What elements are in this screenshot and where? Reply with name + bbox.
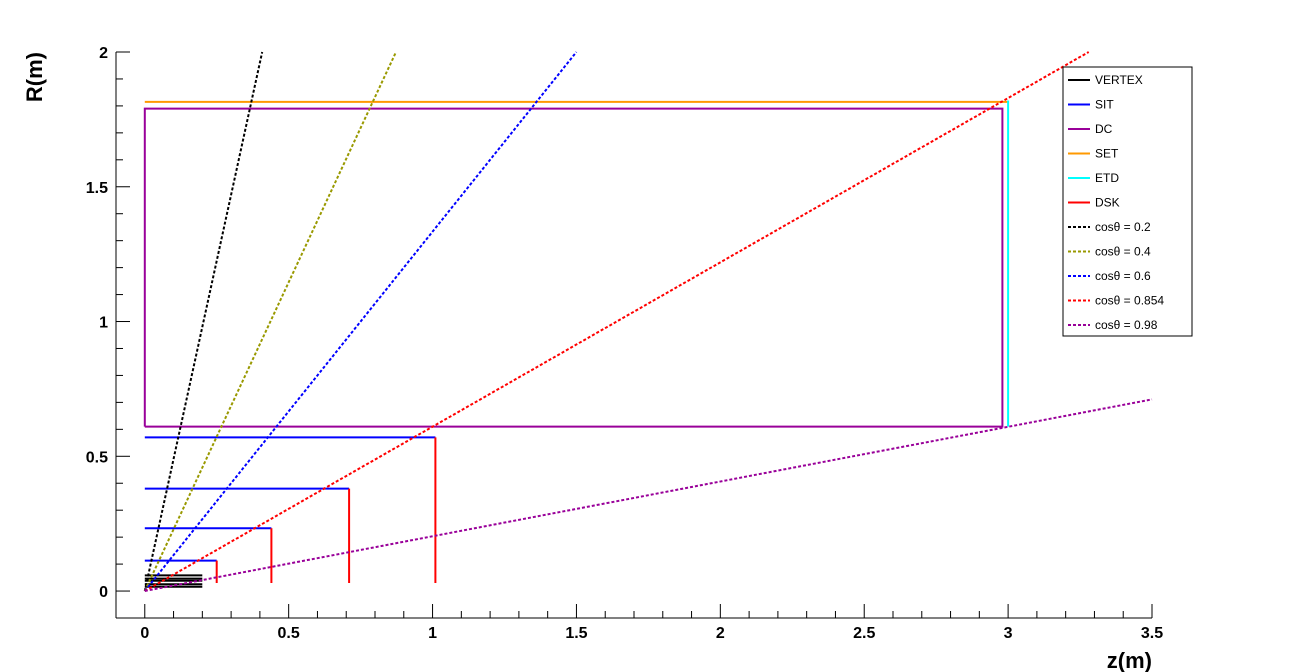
x-tick-label: 3 [1004, 625, 1013, 642]
legend-entry-etd: ETD [1068, 171, 1119, 185]
y-tick-label: 2 [99, 45, 108, 62]
x-tick-label: 2.5 [853, 625, 875, 642]
series-costheta-0-98 [144, 398, 1153, 592]
legend-entry-costheta-0-6: cosθ = 0.6 [1068, 269, 1151, 283]
legend-entry-costheta-0-2: cosθ = 0.2 [1068, 220, 1151, 234]
legend-entry-costheta-0-4: cosθ = 0.4 [1068, 245, 1151, 259]
legend-label: DSK [1095, 196, 1120, 210]
series-costheta-0-6 [144, 51, 578, 592]
x-tick-label: 0 [140, 625, 149, 642]
legend-label: SET [1095, 147, 1119, 161]
series-costheta-0-6-segment-0 [144, 51, 578, 592]
legend-entry-sit: SIT [1068, 98, 1114, 112]
legend-label: cosθ = 0.4 [1095, 245, 1151, 259]
series-dc-segment-0 [143, 107, 1004, 428]
y-tick-label: 1.5 [86, 180, 108, 197]
legend-label: DC [1095, 122, 1113, 136]
series-costheta-0-2 [143, 51, 264, 592]
series-costheta-0-4 [143, 51, 397, 592]
legend-entry-set: SET [1068, 147, 1119, 161]
y-axis-ticks: 0 0.5 1 1.5 2 [86, 45, 130, 619]
legend-label: VERTEX [1095, 73, 1143, 87]
axes: 0 0.5 1 1.5 2 2.5 3 3.5 0 0.5 1 1.5 2 z(m) R(m) [22, 45, 1163, 672]
x-axis-ticks: 0 0.5 1 1.5 2 2.5 3 3.5 [115, 604, 1163, 642]
y-tick-label: 1 [99, 315, 108, 332]
legend-label: ETD [1095, 171, 1119, 185]
legend-label: cosθ = 0.854 [1095, 294, 1164, 308]
legend-entry-dsk: DSK [1068, 196, 1120, 210]
legend-label: cosθ = 0.98 [1095, 318, 1158, 332]
x-tick-label: 2 [716, 625, 725, 642]
y-tick-label: 0.5 [86, 449, 108, 466]
y-tick-label: 0 [99, 584, 108, 601]
plot-data-layer [143, 51, 1153, 592]
x-tick-label: 0.5 [278, 625, 300, 642]
legend: VERTEX SIT DC SET ETD DSK cosθ = 0.2 cosθ = 0.4… [1062, 66, 1193, 337]
legend-entry-vertex: VERTEX [1068, 73, 1143, 87]
series-dc [143, 107, 1004, 428]
x-tick-label: 1 [428, 625, 437, 642]
series-costheta-0-854 [144, 51, 1090, 592]
series-costheta-0-4-segment-0 [143, 51, 397, 592]
legend-entry-costheta-0-98: cosθ = 0.98 [1068, 318, 1158, 332]
legend-label: SIT [1095, 98, 1114, 112]
x-tick-label: 3.5 [1141, 625, 1163, 642]
legend-label: cosθ = 0.2 [1095, 220, 1151, 234]
legend-label: cosθ = 0.6 [1095, 269, 1151, 283]
series-dsk [215, 437, 437, 583]
legend-entry-costheta-0-854: cosθ = 0.854 [1068, 294, 1164, 308]
legend-entry-dc: DC [1068, 122, 1113, 136]
series-costheta-0-854-segment-0 [144, 51, 1090, 592]
x-axis-title: z(m) [1107, 648, 1152, 672]
series-costheta-0-2-segment-0 [143, 51, 264, 592]
series-costheta-0-98-segment-0 [144, 398, 1153, 592]
y-axis-title: R(m) [22, 52, 47, 102]
x-tick-label: 1.5 [565, 625, 587, 642]
series-sit [144, 436, 436, 562]
